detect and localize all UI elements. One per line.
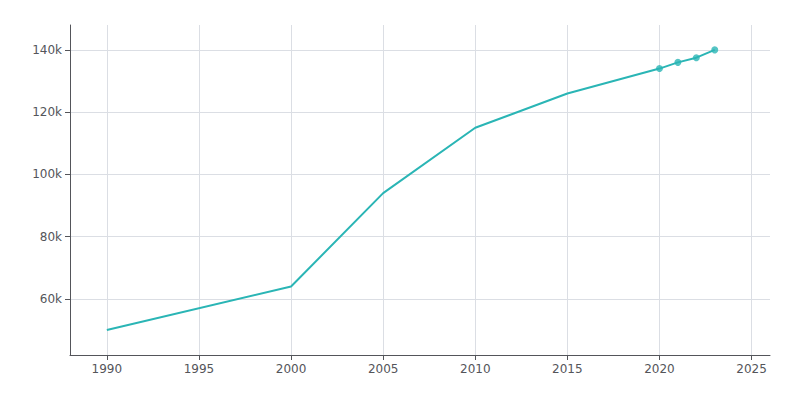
svg-text:2020: 2020 bbox=[644, 362, 675, 376]
svg-text:100k: 100k bbox=[32, 167, 62, 181]
svg-text:120k: 120k bbox=[32, 105, 62, 119]
svg-text:80k: 80k bbox=[40, 230, 62, 244]
svg-text:2025: 2025 bbox=[736, 362, 767, 376]
svg-text:1995: 1995 bbox=[184, 362, 215, 376]
svg-text:2005: 2005 bbox=[368, 362, 399, 376]
svg-text:2015: 2015 bbox=[552, 362, 583, 376]
svg-text:2000: 2000 bbox=[276, 362, 307, 376]
svg-text:60k: 60k bbox=[40, 292, 62, 306]
svg-text:2010: 2010 bbox=[460, 362, 491, 376]
svg-text:1990: 1990 bbox=[92, 362, 123, 376]
svg-text:140k: 140k bbox=[32, 43, 62, 57]
